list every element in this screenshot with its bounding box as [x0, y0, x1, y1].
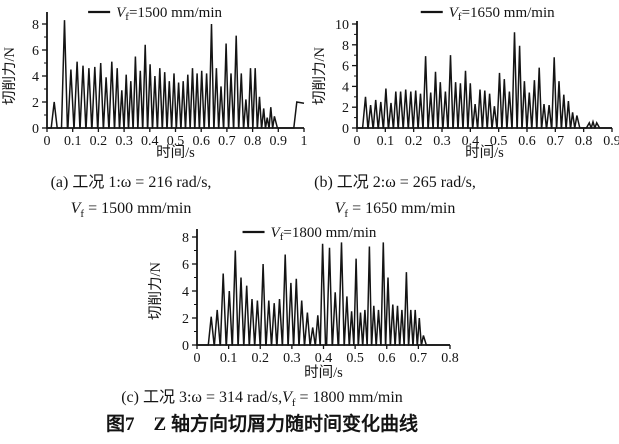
- y-axis-label: 切削力/N: [148, 261, 164, 320]
- caption-b: (b) 工况 2:ω = 265 rad/s, Vf = 1650 mm/min: [263, 170, 527, 223]
- x-tick-label: 0.6: [378, 351, 396, 366]
- x-tick-label: 0: [44, 134, 51, 149]
- x-tick-label: 0: [354, 134, 361, 149]
- vf-subscript: f: [80, 207, 85, 220]
- x-tick-label: 0.6: [518, 134, 536, 149]
- vf-symbol: V: [70, 199, 81, 217]
- y-tick-label: 10: [335, 18, 349, 33]
- x-tick-label: 0.7: [218, 134, 236, 149]
- cutting-force-series: [357, 32, 612, 129]
- x-tick-label: 0.8: [244, 134, 262, 149]
- y-tick-label: 4: [182, 285, 189, 300]
- cutting-force-series: [197, 242, 450, 346]
- figure-title: 图7 Z 轴方向切屑力随时间变化曲线: [106, 414, 418, 435]
- x-tick-label: 0.5: [167, 134, 185, 149]
- x-tick-label: 0.5: [346, 351, 364, 366]
- x-axis-label: 时间/s: [304, 364, 343, 380]
- y-tick-label: 2: [182, 312, 189, 327]
- y-tick-label: 0: [32, 122, 39, 137]
- legend-label: Vf=1650 mm/min: [449, 5, 555, 23]
- vf-subscript: f: [344, 207, 349, 220]
- vf-symbol: V: [282, 389, 292, 406]
- y-tick-label: 4: [32, 70, 39, 85]
- chart-c-cutting-force-plot: 0 0.1 0.2 0.3 0.4 0.5 0.6 0.7 0.8 0 2 4 6 8 时间/s 切削力/N V…: [148, 225, 459, 380]
- vf-symbol: V: [334, 199, 345, 217]
- y-axis-label: 切削力/N: [2, 46, 18, 105]
- x-tick-label: 0.1: [64, 134, 82, 149]
- x-tick-label: 0.4: [315, 351, 333, 366]
- x-tick-label: 0.2: [252, 351, 270, 366]
- y-tick-label: 0: [182, 339, 189, 354]
- x-tick-label: 0.6: [192, 134, 210, 149]
- chart-a-cutting-force-plot: 0 0.1 0.2 0.3 0.4 0.5 0.6 0.7 0.8 0.9 1 0 2 4 6 8 时间/s 切削…: [2, 5, 308, 160]
- x-axis-label: 时间/s: [156, 144, 195, 160]
- x-tick-label: 0.1: [377, 134, 395, 149]
- caption-c-prefix: (c) 工况 3:ω = 314 rad/s,: [121, 389, 283, 406]
- caption-a-value: = 1500 mm/min: [84, 199, 192, 217]
- x-tick-label: 0.3: [115, 134, 133, 149]
- x-tick-label: 1: [301, 134, 308, 149]
- y-tick-label: 8: [182, 231, 189, 246]
- x-tick-label: 0.7: [547, 134, 565, 149]
- y-tick-label: 2: [342, 101, 349, 116]
- caption-c: (c) 工况 3:ω = 314 rad/s,Vf = 1800 mm/min: [2, 385, 522, 413]
- x-tick-label: 0.3: [433, 134, 451, 149]
- caption-c-line: (c) 工况 3:ω = 314 rad/s,Vf = 1800 mm/min: [2, 385, 522, 413]
- cutting-force-series: [47, 20, 305, 129]
- vf-subscript: f: [291, 397, 296, 410]
- x-tick-label: 0.5: [490, 134, 508, 149]
- caption-b-value: = 1650 mm/min: [348, 199, 456, 217]
- y-tick-label: 2: [32, 96, 39, 111]
- y-tick-label: 4: [342, 80, 349, 95]
- x-tick-label: 0.4: [462, 134, 480, 149]
- x-tick-label: 0.3: [283, 351, 301, 366]
- caption-a-line2: Vf = 1500 mm/min: [0, 196, 262, 224]
- caption-a-line1: (a) 工况 1:ω = 216 rad/s,: [50, 174, 212, 191]
- y-tick-label: 8: [342, 39, 349, 54]
- x-tick-label: 0.8: [575, 134, 593, 149]
- caption-b-line2: Vf = 1650 mm/min: [263, 196, 527, 224]
- x-tick-label: 0.4: [141, 134, 159, 149]
- y-axis-label: 切削力/N: [312, 46, 328, 105]
- x-tick-label: 0.9: [603, 134, 619, 149]
- y-tick-label: 6: [342, 60, 349, 75]
- x-axis-label: 时间/s: [465, 144, 504, 160]
- x-tick-label: 0.1: [220, 351, 238, 366]
- x-tick-label: 0.2: [405, 134, 423, 149]
- y-tick-label: 0: [342, 122, 349, 137]
- caption-c-value: = 1800 mm/min: [295, 389, 403, 406]
- x-tick-label: 0.8: [441, 351, 459, 366]
- x-tick-label: 0.7: [410, 351, 428, 366]
- legend-label: Vf=1800 mm/min: [271, 225, 377, 243]
- caption-b-line1: (b) 工况 2:ω = 265 rad/s,: [314, 174, 476, 191]
- y-tick-label: 8: [32, 18, 39, 33]
- x-tick-label: 0.9: [270, 134, 288, 149]
- chart-b-cutting-force-plot: 0 0.1 0.2 0.3 0.4 0.5 0.6 0.7 0.8 0.9 0 2 4 6 8 10 时间/s 切…: [312, 5, 619, 160]
- y-tick-label: 6: [32, 44, 39, 59]
- y-tick-label: 6: [182, 258, 189, 273]
- caption-a: (a) 工况 1:ω = 216 rad/s, Vf = 1500 mm/min: [0, 170, 262, 223]
- x-tick-label: 0.2: [90, 134, 108, 149]
- legend-label: Vf=1500 mm/min: [116, 5, 222, 23]
- x-tick-label: 0: [194, 351, 201, 366]
